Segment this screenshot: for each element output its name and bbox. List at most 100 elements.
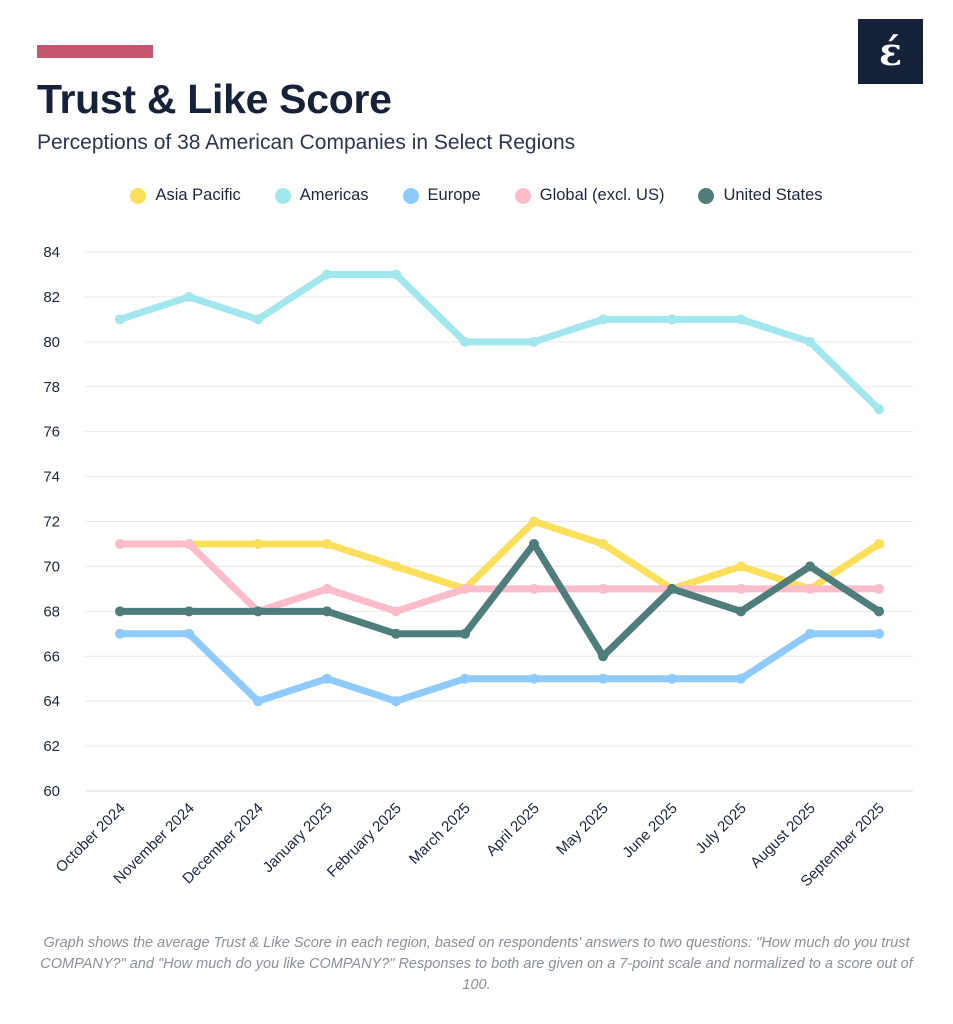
data-point <box>391 696 401 707</box>
data-point <box>322 269 332 280</box>
data-point <box>184 538 194 549</box>
x-tick-label: April 2025 <box>483 800 543 860</box>
x-tick-label: March 2025 <box>406 800 474 868</box>
data-point <box>460 673 470 684</box>
x-tick-label: January 2025 <box>260 800 336 876</box>
data-point <box>874 583 884 594</box>
y-tick-label: 76 <box>43 424 60 441</box>
accent-bar <box>37 45 153 58</box>
x-tick-label: February 2025 <box>324 800 405 881</box>
y-tick-label: 80 <box>43 334 60 351</box>
data-point <box>667 673 677 684</box>
data-point <box>184 291 194 302</box>
x-tick-label: June 2025 <box>619 800 681 862</box>
data-point <box>529 516 539 527</box>
y-tick-label: 72 <box>43 514 60 531</box>
legend-marker <box>698 187 715 204</box>
legend-item: Asia Pacific <box>130 186 241 205</box>
data-point <box>667 314 677 325</box>
data-point <box>322 583 332 594</box>
data-point <box>253 314 263 325</box>
data-point <box>460 336 470 347</box>
data-point <box>460 583 470 594</box>
data-point <box>391 606 401 617</box>
legend-marker <box>274 187 291 204</box>
brand-logo: έ <box>858 19 923 84</box>
data-point <box>184 606 194 617</box>
y-tick-label: 62 <box>43 738 60 755</box>
data-point <box>391 561 401 572</box>
chart-subtitle: Perceptions of 38 American Companies in … <box>37 131 576 154</box>
x-tick-label: October 2024 <box>53 800 129 876</box>
data-point <box>598 583 608 594</box>
data-point <box>322 538 332 549</box>
y-tick-label: 60 <box>43 783 60 800</box>
data-point <box>322 673 332 684</box>
legend-label: Global (excl. US) <box>539 186 665 204</box>
x-tick-label: July 2025 <box>692 800 749 857</box>
data-point <box>322 606 332 617</box>
data-point <box>874 606 884 617</box>
legend-item: Americas <box>274 186 369 205</box>
legend-label: Americas <box>299 186 369 204</box>
data-point <box>874 404 884 415</box>
data-point <box>736 561 746 572</box>
y-tick-label: 68 <box>43 603 60 620</box>
data-point <box>391 269 401 280</box>
data-point <box>115 538 125 549</box>
legend-label: Europe <box>427 186 481 204</box>
data-point <box>115 606 125 617</box>
data-point <box>805 583 815 594</box>
y-tick-label: 74 <box>43 469 60 486</box>
legend-item: Global (excl. US) <box>514 186 665 205</box>
data-point <box>253 538 263 549</box>
series-line <box>116 540 883 660</box>
x-tick-label: August 2025 <box>747 800 819 872</box>
data-point <box>529 538 539 549</box>
chart-legend: Asia Pacific Americas Europe Global (excl. … <box>0 186 953 205</box>
data-point <box>184 628 194 639</box>
data-point <box>391 628 401 639</box>
legend-marker <box>130 187 147 204</box>
data-point <box>460 628 470 639</box>
y-tick-label: 78 <box>43 379 60 396</box>
data-point <box>598 314 608 325</box>
data-point <box>253 696 263 707</box>
data-point <box>598 673 608 684</box>
data-point <box>667 583 677 594</box>
data-point <box>736 673 746 684</box>
data-point <box>805 628 815 639</box>
y-tick-label: 64 <box>43 693 60 710</box>
data-point <box>805 561 815 572</box>
data-point <box>529 336 539 347</box>
brand-logo-glyph: έ <box>878 29 903 74</box>
data-point <box>736 314 746 325</box>
y-tick-label: 84 <box>43 244 60 261</box>
data-point <box>805 336 815 347</box>
data-point <box>598 651 608 662</box>
series-line <box>116 270 883 413</box>
data-point <box>736 583 746 594</box>
legend-label: United States <box>723 186 823 204</box>
data-point <box>874 538 884 549</box>
data-point <box>115 628 125 639</box>
data-point <box>529 583 539 594</box>
y-tick-label: 70 <box>43 558 60 575</box>
data-point <box>529 673 539 684</box>
y-tick-label: 82 <box>43 289 60 306</box>
legend-label: Asia Pacific <box>155 186 241 204</box>
x-tick-label: May 2025 <box>553 800 612 859</box>
legend-item: United States <box>698 186 823 205</box>
data-point <box>598 538 608 549</box>
legend-marker <box>514 187 531 204</box>
data-point <box>115 314 125 325</box>
y-tick-label: 66 <box>43 648 60 665</box>
chart-caption: Graph shows the average Trust & Like Sco… <box>40 935 913 993</box>
data-point <box>253 606 263 617</box>
data-point <box>736 606 746 617</box>
series-line <box>116 630 883 705</box>
data-point <box>874 628 884 639</box>
legend-item: Europe <box>402 186 481 205</box>
chart-title: Trust & Like Score <box>37 76 392 122</box>
